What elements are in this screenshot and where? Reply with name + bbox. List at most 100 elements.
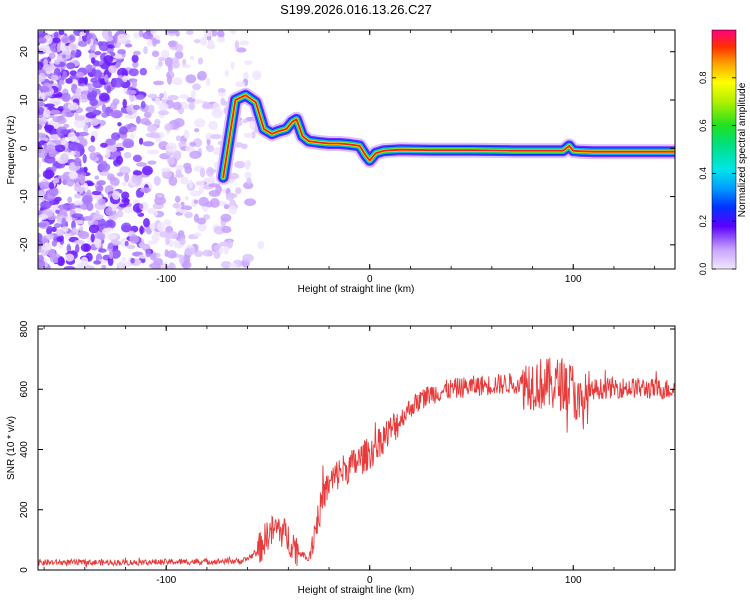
noise-blob: [101, 103, 107, 113]
noise-blob: [147, 93, 158, 99]
bottom-y-tick-label: 800: [19, 320, 30, 337]
noise-blob: [71, 227, 77, 234]
noise-blob: [38, 37, 47, 44]
noise-blob: [228, 205, 237, 215]
noise-blob: [209, 198, 220, 208]
noise-blob: [206, 144, 215, 153]
noise-blob: [190, 89, 196, 100]
noise-blob: [79, 204, 87, 210]
noise-blob: [110, 132, 121, 141]
noise-blob: [38, 160, 42, 169]
noise-blob: [119, 166, 131, 175]
noise-blob: [129, 133, 135, 139]
noise-blob: [154, 97, 161, 106]
noise-blob: [61, 110, 67, 118]
noise-blob: [111, 77, 124, 88]
noise-blob: [79, 187, 84, 195]
noise-blob: [90, 233, 95, 243]
noise-blob: [147, 240, 157, 245]
noise-blob: [167, 94, 179, 101]
noise-blob: [38, 106, 45, 116]
noise-blob: [184, 195, 189, 201]
noise-blob: [150, 132, 160, 137]
noise-blob: [57, 106, 65, 112]
noise-blob: [116, 209, 124, 218]
noise-blob: [145, 248, 152, 258]
noise-blob: [140, 187, 152, 193]
noise-blob: [180, 176, 189, 185]
noise-blob: [201, 103, 214, 110]
noise-blob: [235, 187, 242, 195]
ridge-band-5: [221, 93, 675, 179]
noise-blob: [221, 225, 232, 234]
noise-blob: [257, 241, 265, 250]
noise-blob: [88, 224, 100, 234]
noise-blob: [189, 55, 195, 61]
noise-blob: [101, 264, 107, 269]
noise-blob: [159, 92, 165, 99]
top-y-tick-label: 10: [19, 94, 30, 106]
noise-blob: [41, 243, 53, 251]
noise-blob: [172, 77, 183, 86]
noise-blob: [189, 190, 202, 197]
noise-blob: [223, 204, 230, 210]
ridge-band-2: [218, 90, 675, 182]
noise-blob: [175, 164, 184, 171]
bottom-plot-frame: [37, 325, 676, 571]
noise-blob: [197, 57, 204, 65]
noise-blob: [181, 205, 193, 211]
noise-blob: [147, 124, 158, 133]
noise-blob: [66, 62, 76, 70]
noise-blob: [166, 74, 173, 85]
top-x-tick-label: 100: [565, 274, 582, 285]
noise-blob: [47, 248, 56, 257]
noise-blob: [185, 74, 197, 84]
noise-blob: [73, 157, 82, 167]
noise-blob: [38, 61, 44, 71]
noise-blob: [146, 149, 159, 155]
noise-blob: [163, 219, 172, 226]
noise-blob: [251, 131, 256, 139]
noise-blob: [118, 260, 124, 269]
noise-blob: [138, 30, 144, 38]
noise-blob: [82, 153, 87, 164]
noise-blob: [162, 90, 167, 101]
noise-blob: [83, 76, 89, 85]
noise-blob: [204, 30, 213, 37]
noise-blob: [67, 196, 73, 204]
noise-blob: [230, 61, 235, 70]
noise-blob: [67, 131, 77, 142]
noise-blob: [87, 145, 96, 153]
noise-blob: [110, 109, 123, 119]
noise-blob: [116, 172, 124, 177]
noise-blob: [46, 233, 54, 240]
noise-blob: [129, 94, 135, 103]
ridge-band-1: [217, 89, 675, 183]
noise-blob: [239, 40, 250, 46]
noise-blob: [64, 253, 75, 262]
noise-blob: [158, 56, 166, 62]
noise-blob: [164, 56, 173, 67]
noise-blob: [58, 30, 65, 36]
noise-blob: [73, 200, 84, 206]
noise-blob: [127, 110, 133, 116]
noise-blob: [73, 92, 80, 100]
noise-blob: [107, 44, 114, 49]
noise-blob: [189, 150, 202, 159]
noise-blob: [75, 219, 84, 225]
noise-blob: [84, 265, 95, 269]
noise-blob: [123, 152, 132, 159]
noise-blob: [122, 75, 128, 83]
noise-blob: [38, 213, 49, 220]
noise-blob: [83, 166, 88, 173]
noise-blob: [73, 239, 85, 245]
noise-blob: [224, 70, 229, 77]
noise-blob: [198, 186, 205, 194]
noise-blob: [168, 176, 178, 187]
noise-blob: [75, 115, 86, 121]
noise-blob: [132, 154, 142, 163]
noise-blob: [181, 64, 191, 69]
noise-blob: [211, 108, 224, 119]
noise-blob: [206, 178, 215, 185]
noise-blob: [252, 70, 262, 81]
